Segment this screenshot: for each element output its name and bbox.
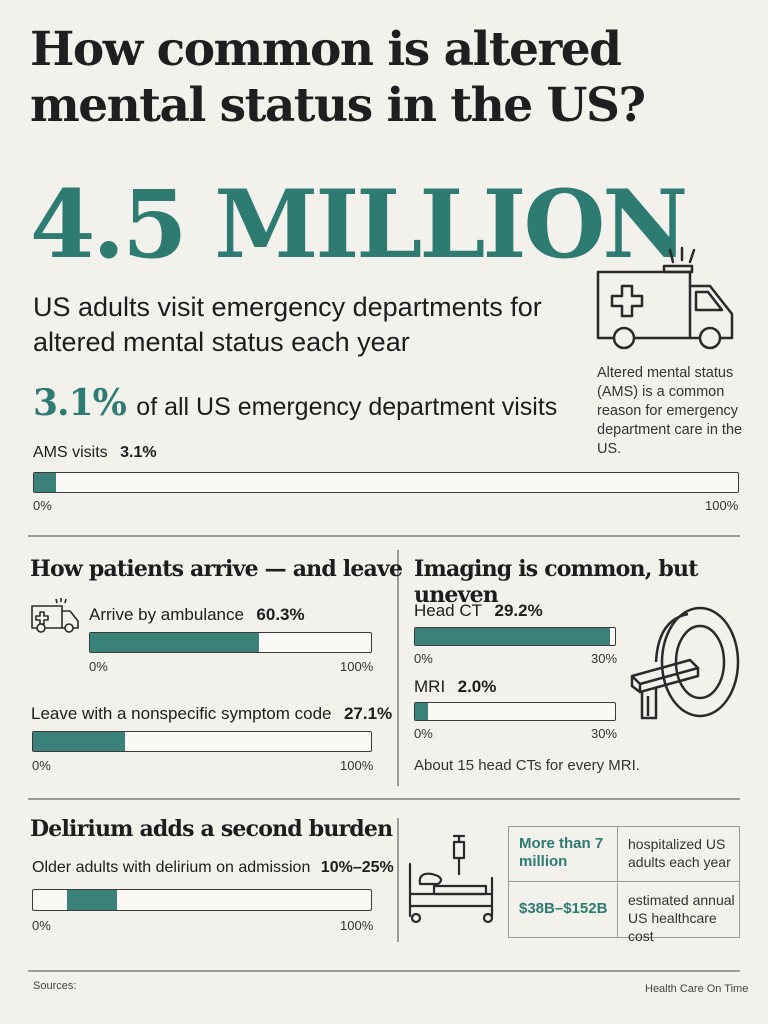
- ambulance-caption: Arrive by ambulance 60.3%: [89, 605, 305, 625]
- side-note: Altered mental status (AMS) is a common …: [597, 365, 743, 457]
- table-cell-desc: estimated annual US healthcare cost: [628, 892, 735, 944]
- imaging-title: Imaging is common, but uneven: [414, 556, 698, 608]
- head-ct-label: Head CT: [414, 601, 483, 620]
- delirium-bar-track: [32, 889, 372, 911]
- ambulance-value: 60.3%: [256, 605, 305, 624]
- ambulance-icon: [594, 246, 744, 356]
- footer-brand: Health Care On Time: [645, 983, 749, 995]
- share-text: of all US emergency department visits: [136, 393, 558, 421]
- ambulance-icon: [30, 598, 80, 636]
- ams-bar-fill: [34, 473, 56, 492]
- head-ct-caption: Head CT 29.2%: [414, 601, 543, 621]
- head-ct-bar-max: 30%: [591, 651, 618, 666]
- mri-scanner-icon: [628, 604, 743, 726]
- ambulance-label: Arrive by ambulance: [89, 605, 244, 624]
- head-ct-bar-fill: [415, 628, 610, 645]
- footer-sources: Sources:: [33, 980, 77, 992]
- symptom-code-bar-min: 0%: [32, 758, 51, 773]
- delirium-value: 10%–25%: [320, 859, 394, 876]
- ams-bar-caption: AMS visits 3.1%: [33, 444, 157, 462]
- symptom-code-caption: Leave with a nonspecific symptom code 27…: [31, 704, 392, 724]
- divider: [28, 535, 740, 537]
- hero-big-number: 4.5 MILLION: [30, 170, 688, 280]
- symptom-code-value: 27.1%: [343, 704, 393, 723]
- delirium-label: Older adults with delirium on admission: [32, 859, 311, 876]
- ambulance-bar-max: 100%: [340, 659, 374, 674]
- delirium-stats-table: More than 7 million hospitalized US adul…: [508, 826, 740, 944]
- mri-label: MRI: [414, 677, 446, 696]
- delirium-caption: Older adults with delirium on admission …: [32, 859, 394, 877]
- symptom-code-bar-max: 100%: [340, 758, 374, 773]
- table-row: $38B–$152B estimated annual US healthcar…: [509, 883, 739, 944]
- symptom-code-bar-fill: [33, 732, 125, 751]
- hospital-bed-icon: [404, 834, 500, 926]
- table-cell-key: $38B–$152B: [509, 883, 618, 938]
- mri-bar-track: [414, 702, 616, 721]
- divider: [397, 818, 399, 942]
- divider: [28, 970, 740, 972]
- delirium-bar-min: 0%: [32, 918, 51, 933]
- table-cell-key: More than 7 million: [509, 827, 618, 881]
- head-ct-bar-track: [414, 627, 616, 646]
- imaging-note: About 15 head CTs for every MRI.: [414, 757, 640, 774]
- ams-bar-min: 0%: [33, 498, 52, 513]
- hero-subline: US adults visit emergency departments fo…: [33, 292, 542, 357]
- ambulance-bar-fill: [90, 633, 260, 652]
- ambulance-bar-min: 0%: [89, 659, 108, 674]
- delirium-bar-fill: [66, 890, 118, 910]
- mri-value: 2.0%: [457, 677, 497, 696]
- ams-bar-value: 3.1%: [120, 444, 157, 461]
- symptom-code-label: Leave with a nonspecific symptom code: [31, 704, 332, 723]
- ambulance-bar-track: [89, 632, 372, 653]
- delirium-title: Delirium adds a second burden: [30, 816, 393, 842]
- share-value: 3.1%: [33, 382, 127, 424]
- ams-bar-track: [33, 472, 739, 493]
- arrive-leave-title: How patients arrive — and leave: [30, 556, 403, 582]
- share-line: 3.1% of all US emergency department visi…: [33, 382, 593, 424]
- mri-caption: MRI 2.0%: [414, 677, 496, 697]
- delirium-bar-max: 100%: [340, 918, 374, 933]
- mri-bar-fill: [415, 703, 429, 720]
- head-ct-value: 29.2%: [494, 601, 543, 620]
- page-title: How common is altered mental status in t…: [30, 22, 646, 133]
- symptom-code-bar-track: [32, 731, 372, 752]
- table-row: More than 7 million hospitalized US adul…: [509, 827, 739, 882]
- divider: [397, 550, 399, 786]
- ams-bar-label: AMS visits: [33, 444, 108, 461]
- table-cell-desc: hospitalized US adults each year: [628, 836, 731, 870]
- head-ct-bar-min: 0%: [414, 651, 433, 666]
- mri-bar-max: 30%: [591, 726, 618, 741]
- mri-bar-min: 0%: [414, 726, 433, 741]
- divider: [28, 798, 740, 800]
- ams-bar-max: 100%: [705, 498, 739, 513]
